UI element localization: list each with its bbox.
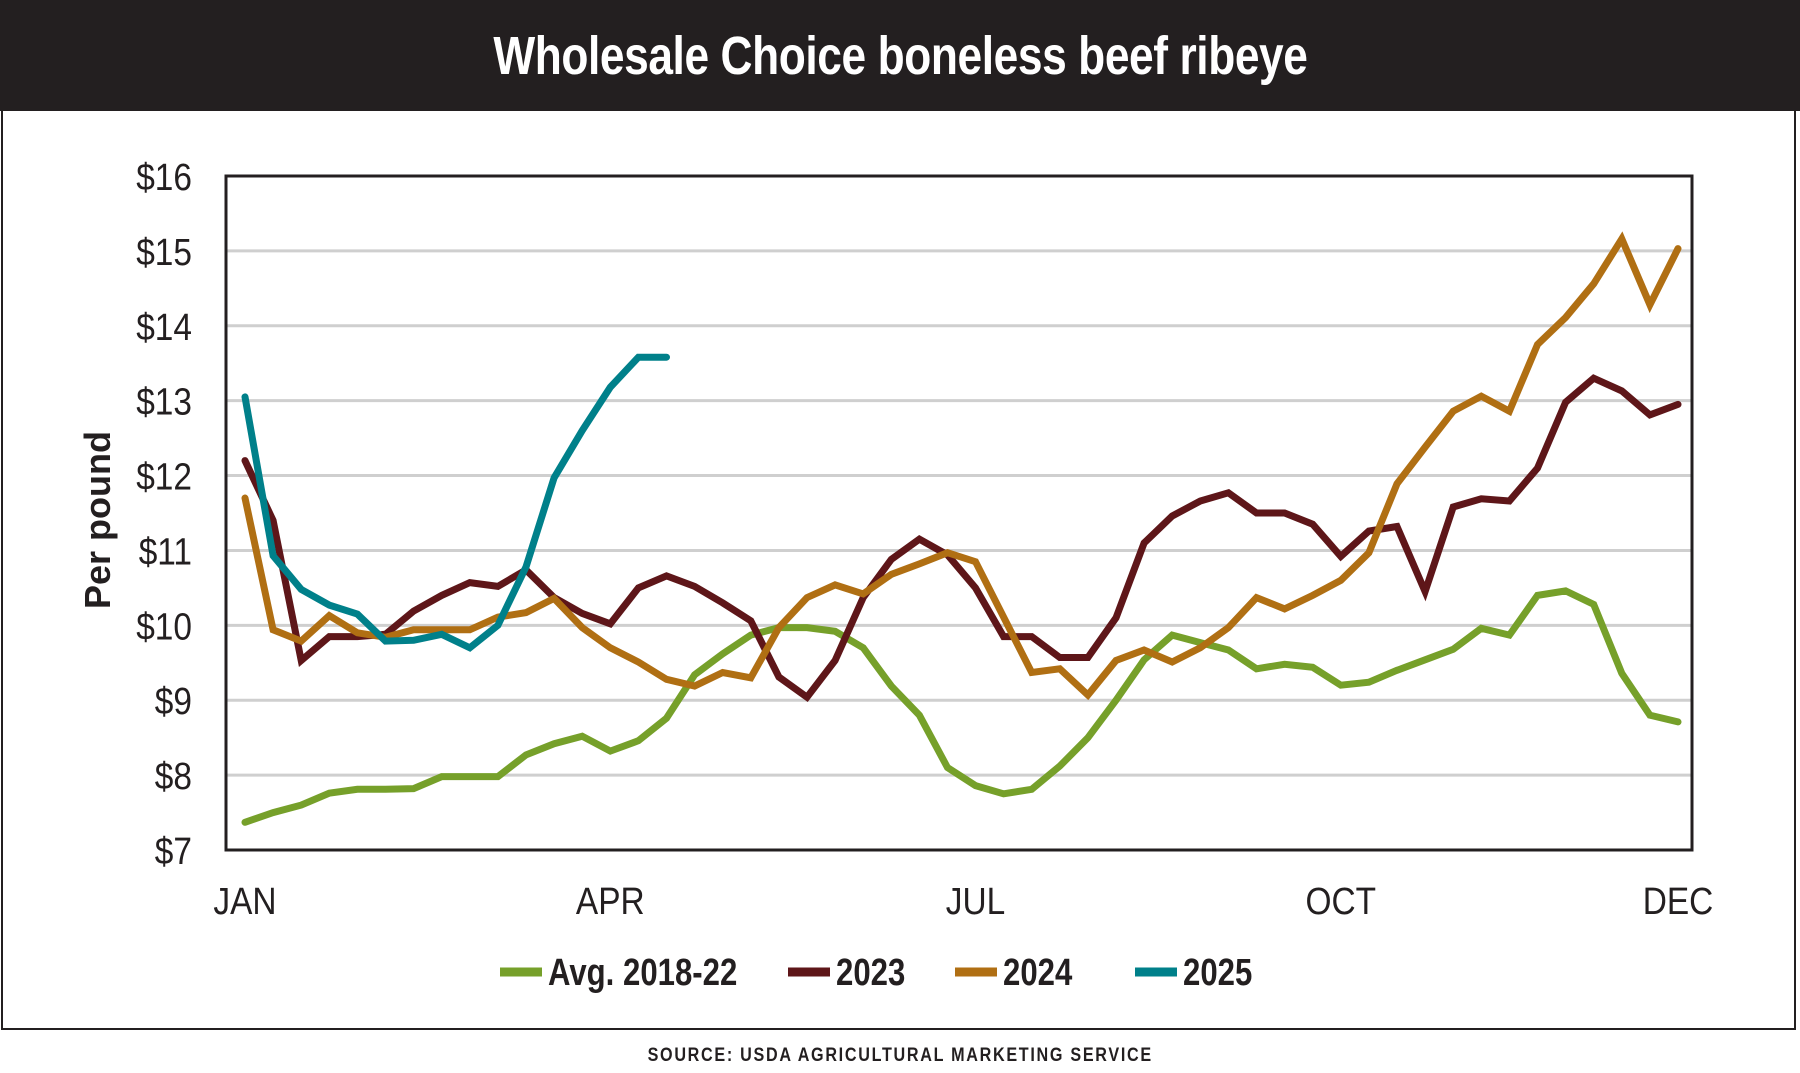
legend-item: 2023	[788, 952, 905, 994]
x-tick-label: JAN	[213, 880, 276, 922]
gridlines	[226, 249, 1692, 777]
y-tick-label: $15	[136, 231, 192, 273]
x-tick-label: OCT	[1306, 880, 1377, 922]
y-tick-label: $11	[139, 530, 192, 572]
plot-border	[224, 174, 1694, 852]
y-tick-label: $9	[155, 680, 192, 722]
y-tick-label: $16	[136, 156, 192, 198]
legend-item: 2025	[1135, 952, 1252, 994]
series-line-2023	[241, 374, 1682, 703]
y-tick-label: $14	[136, 306, 192, 348]
y-tick-labels: $7 $8 $9 $10 $11 $12 $13 $14 $15 $16	[136, 156, 192, 872]
x-tick-labels: JAN APR JUL OCT DEC	[213, 880, 1713, 922]
source-note: SOURCE: USDA AGRICULTURAL MARKETING SERV…	[0, 1045, 1800, 1067]
source-text: SOURCE: USDA AGRICULTURAL MARKETING SERV…	[647, 1045, 1153, 1066]
x-tick-label: DEC	[1643, 880, 1714, 922]
legend-item: Avg. 2018-22	[500, 952, 737, 994]
y-tick-label: $8	[155, 755, 192, 797]
series-line-2024	[241, 231, 1682, 701]
legend-label: 2025	[1183, 952, 1252, 994]
legend-label: Avg. 2018-22	[548, 952, 737, 994]
legend-item: 2024	[955, 952, 1073, 994]
y-tick-label: $10	[136, 605, 192, 647]
legend-label: 2023	[836, 952, 905, 994]
series-lines	[241, 231, 1682, 826]
y-axis-label: Per pound	[77, 431, 118, 609]
legend: Avg. 2018-22 2023 2024 2025	[500, 952, 1252, 994]
y-tick-label: $13	[136, 381, 192, 423]
y-tick-label: $12	[136, 456, 192, 498]
series-line-2025	[241, 353, 670, 652]
y-tick-label: $7	[155, 830, 192, 872]
title-bar: Wholesale Choice boneless beef ribeye	[0, 0, 1800, 111]
x-tick-label: APR	[576, 880, 645, 922]
legend-label: 2024	[1003, 952, 1073, 994]
chart-frame	[1, 111, 1796, 1030]
x-tick-label: JUL	[946, 880, 1005, 922]
chart-title: Wholesale Choice boneless beef ribeye	[492, 25, 1308, 86]
series-line-avg-2018-22	[241, 587, 1682, 826]
